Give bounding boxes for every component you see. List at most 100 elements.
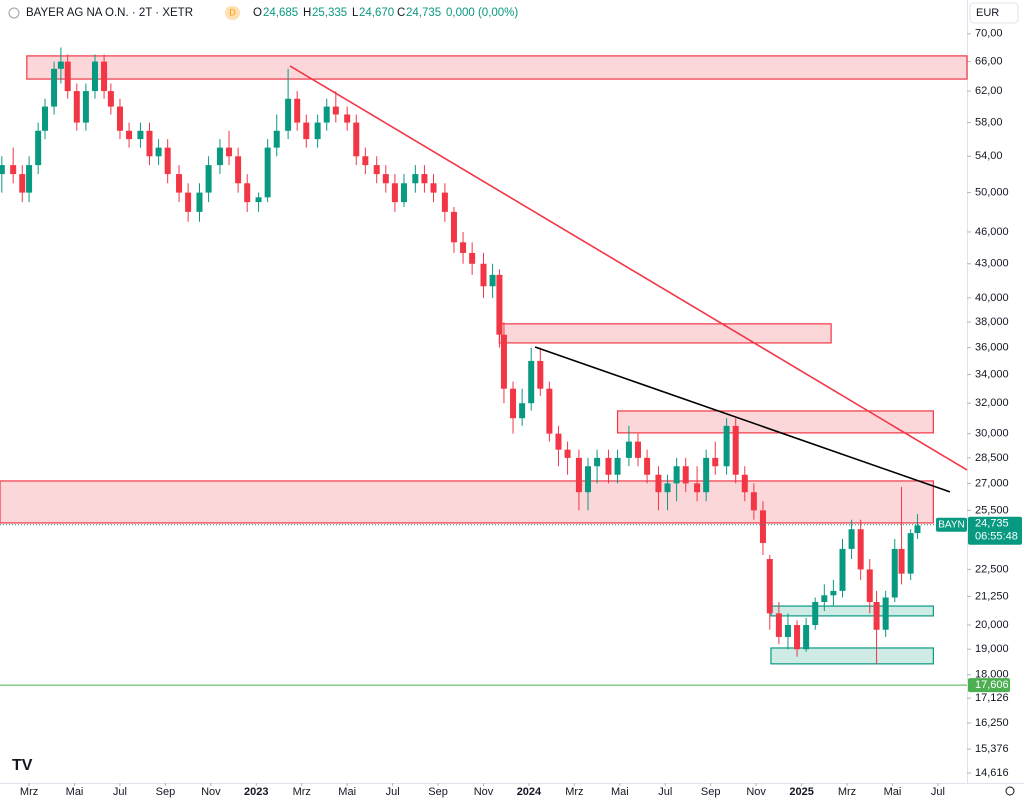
candle-body bbox=[775, 613, 782, 637]
candle-body bbox=[839, 548, 846, 591]
candle-body bbox=[332, 106, 339, 115]
y-tick-label: 38,000 bbox=[975, 316, 1009, 328]
trend-line bbox=[534, 346, 951, 493]
candle-body bbox=[273, 130, 280, 148]
candle-body bbox=[682, 466, 689, 484]
candle-body bbox=[766, 559, 773, 614]
candle-body bbox=[57, 61, 64, 69]
candle-body bbox=[101, 61, 108, 92]
candle-body bbox=[873, 601, 880, 630]
l-value: 24,670 bbox=[359, 7, 394, 19]
candle-body bbox=[107, 91, 114, 107]
y-tick-label: 17,126 bbox=[975, 692, 1009, 704]
candle-body bbox=[441, 192, 448, 212]
y-tick-label: 32,000 bbox=[975, 397, 1009, 409]
candle-body bbox=[303, 122, 310, 140]
x-tick-label: 2023 bbox=[244, 786, 268, 798]
zone bbox=[770, 605, 934, 617]
candle-body bbox=[176, 174, 183, 193]
candle-body bbox=[585, 466, 592, 493]
o-value: 24,685 bbox=[263, 7, 298, 19]
candle-body bbox=[235, 156, 242, 184]
x-tick-label: Mrz bbox=[293, 786, 311, 798]
candle-body bbox=[644, 457, 651, 475]
y-tick-label: 19,000 bbox=[975, 643, 1009, 655]
candle-body bbox=[264, 147, 271, 198]
y-tick-label: 54,00 bbox=[975, 150, 1003, 162]
last-price-bg bbox=[968, 516, 1022, 545]
candle-body bbox=[205, 165, 212, 193]
flag: D bbox=[229, 7, 236, 17]
y-tick-label: 43,000 bbox=[975, 258, 1009, 270]
candle-body bbox=[226, 147, 233, 157]
x-tick-label: Nov bbox=[201, 786, 221, 798]
x-tick-label: Mrz bbox=[565, 786, 583, 798]
x-tick-label: Nov bbox=[474, 786, 494, 798]
candle-body bbox=[500, 334, 507, 389]
h-label: H bbox=[303, 7, 311, 19]
zone bbox=[616, 410, 934, 434]
x-tick-label: Jul bbox=[658, 786, 672, 798]
candle-body bbox=[137, 130, 144, 140]
candle-body bbox=[323, 106, 330, 123]
logo: TV bbox=[12, 757, 33, 774]
x-tick-label: Sep bbox=[701, 786, 721, 798]
candle-body bbox=[848, 529, 855, 549]
candle-body bbox=[732, 425, 739, 475]
x-tick-label: Jul bbox=[386, 786, 400, 798]
symbol-name: BAYER AG NA O.N. · 2T · XETR bbox=[26, 7, 193, 19]
settings-icon[interactable] bbox=[1005, 786, 1015, 796]
candle-body bbox=[694, 483, 701, 493]
flag-badge bbox=[225, 6, 240, 20]
y-tick-label: 27,000 bbox=[975, 477, 1009, 489]
l-label: L bbox=[352, 7, 359, 19]
currency: EUR bbox=[976, 7, 999, 19]
candle-body bbox=[26, 165, 33, 193]
candle-body bbox=[510, 388, 517, 419]
candle-body bbox=[546, 388, 553, 434]
symbol-icon bbox=[8, 7, 20, 19]
y-tick-label: 28,500 bbox=[975, 452, 1009, 464]
zone bbox=[26, 55, 968, 80]
candle-body bbox=[803, 625, 810, 650]
candle-body bbox=[19, 174, 26, 193]
candle-body bbox=[146, 130, 153, 157]
c-label: C bbox=[397, 7, 405, 19]
y-tick-label: 34,000 bbox=[975, 369, 1009, 381]
candle-body bbox=[898, 548, 905, 574]
candle-body bbox=[882, 597, 889, 630]
y-tick-label: 21,250 bbox=[975, 590, 1009, 602]
y-tick-label: 18,000 bbox=[975, 669, 1009, 681]
candle-body bbox=[741, 474, 748, 493]
candle-body bbox=[712, 457, 719, 467]
candle-body bbox=[891, 548, 898, 598]
last-price-label: 24,735 bbox=[975, 518, 1009, 530]
candle-body bbox=[294, 98, 301, 123]
y-tick-label: 66,00 bbox=[975, 55, 1003, 67]
zone bbox=[770, 647, 934, 665]
c-value: 24,735 bbox=[406, 7, 441, 19]
y-tick-label: 25,500 bbox=[975, 504, 1009, 516]
x-tick-label: Sep bbox=[156, 786, 176, 798]
currency-button[interactable] bbox=[969, 2, 1019, 24]
candle-body bbox=[116, 106, 123, 131]
candle-body bbox=[35, 130, 42, 166]
candle-body bbox=[314, 122, 321, 140]
candle-body bbox=[155, 147, 162, 157]
candle-body bbox=[655, 474, 662, 493]
zone bbox=[498, 323, 832, 344]
x-tick-label: Mrz bbox=[838, 786, 856, 798]
x-tick-label: Mai bbox=[611, 786, 629, 798]
x-tick-label: Mrz bbox=[20, 786, 38, 798]
candle-body bbox=[794, 625, 801, 650]
candle-body bbox=[914, 525, 921, 534]
candle-body bbox=[594, 457, 601, 467]
candle-body bbox=[73, 91, 80, 123]
candle-body bbox=[344, 114, 351, 123]
candle-body bbox=[373, 165, 380, 175]
candle-body bbox=[126, 130, 133, 140]
candle-body bbox=[353, 122, 360, 157]
candle-body bbox=[857, 529, 864, 570]
candle-body bbox=[830, 590, 837, 596]
candle-body bbox=[82, 91, 89, 123]
